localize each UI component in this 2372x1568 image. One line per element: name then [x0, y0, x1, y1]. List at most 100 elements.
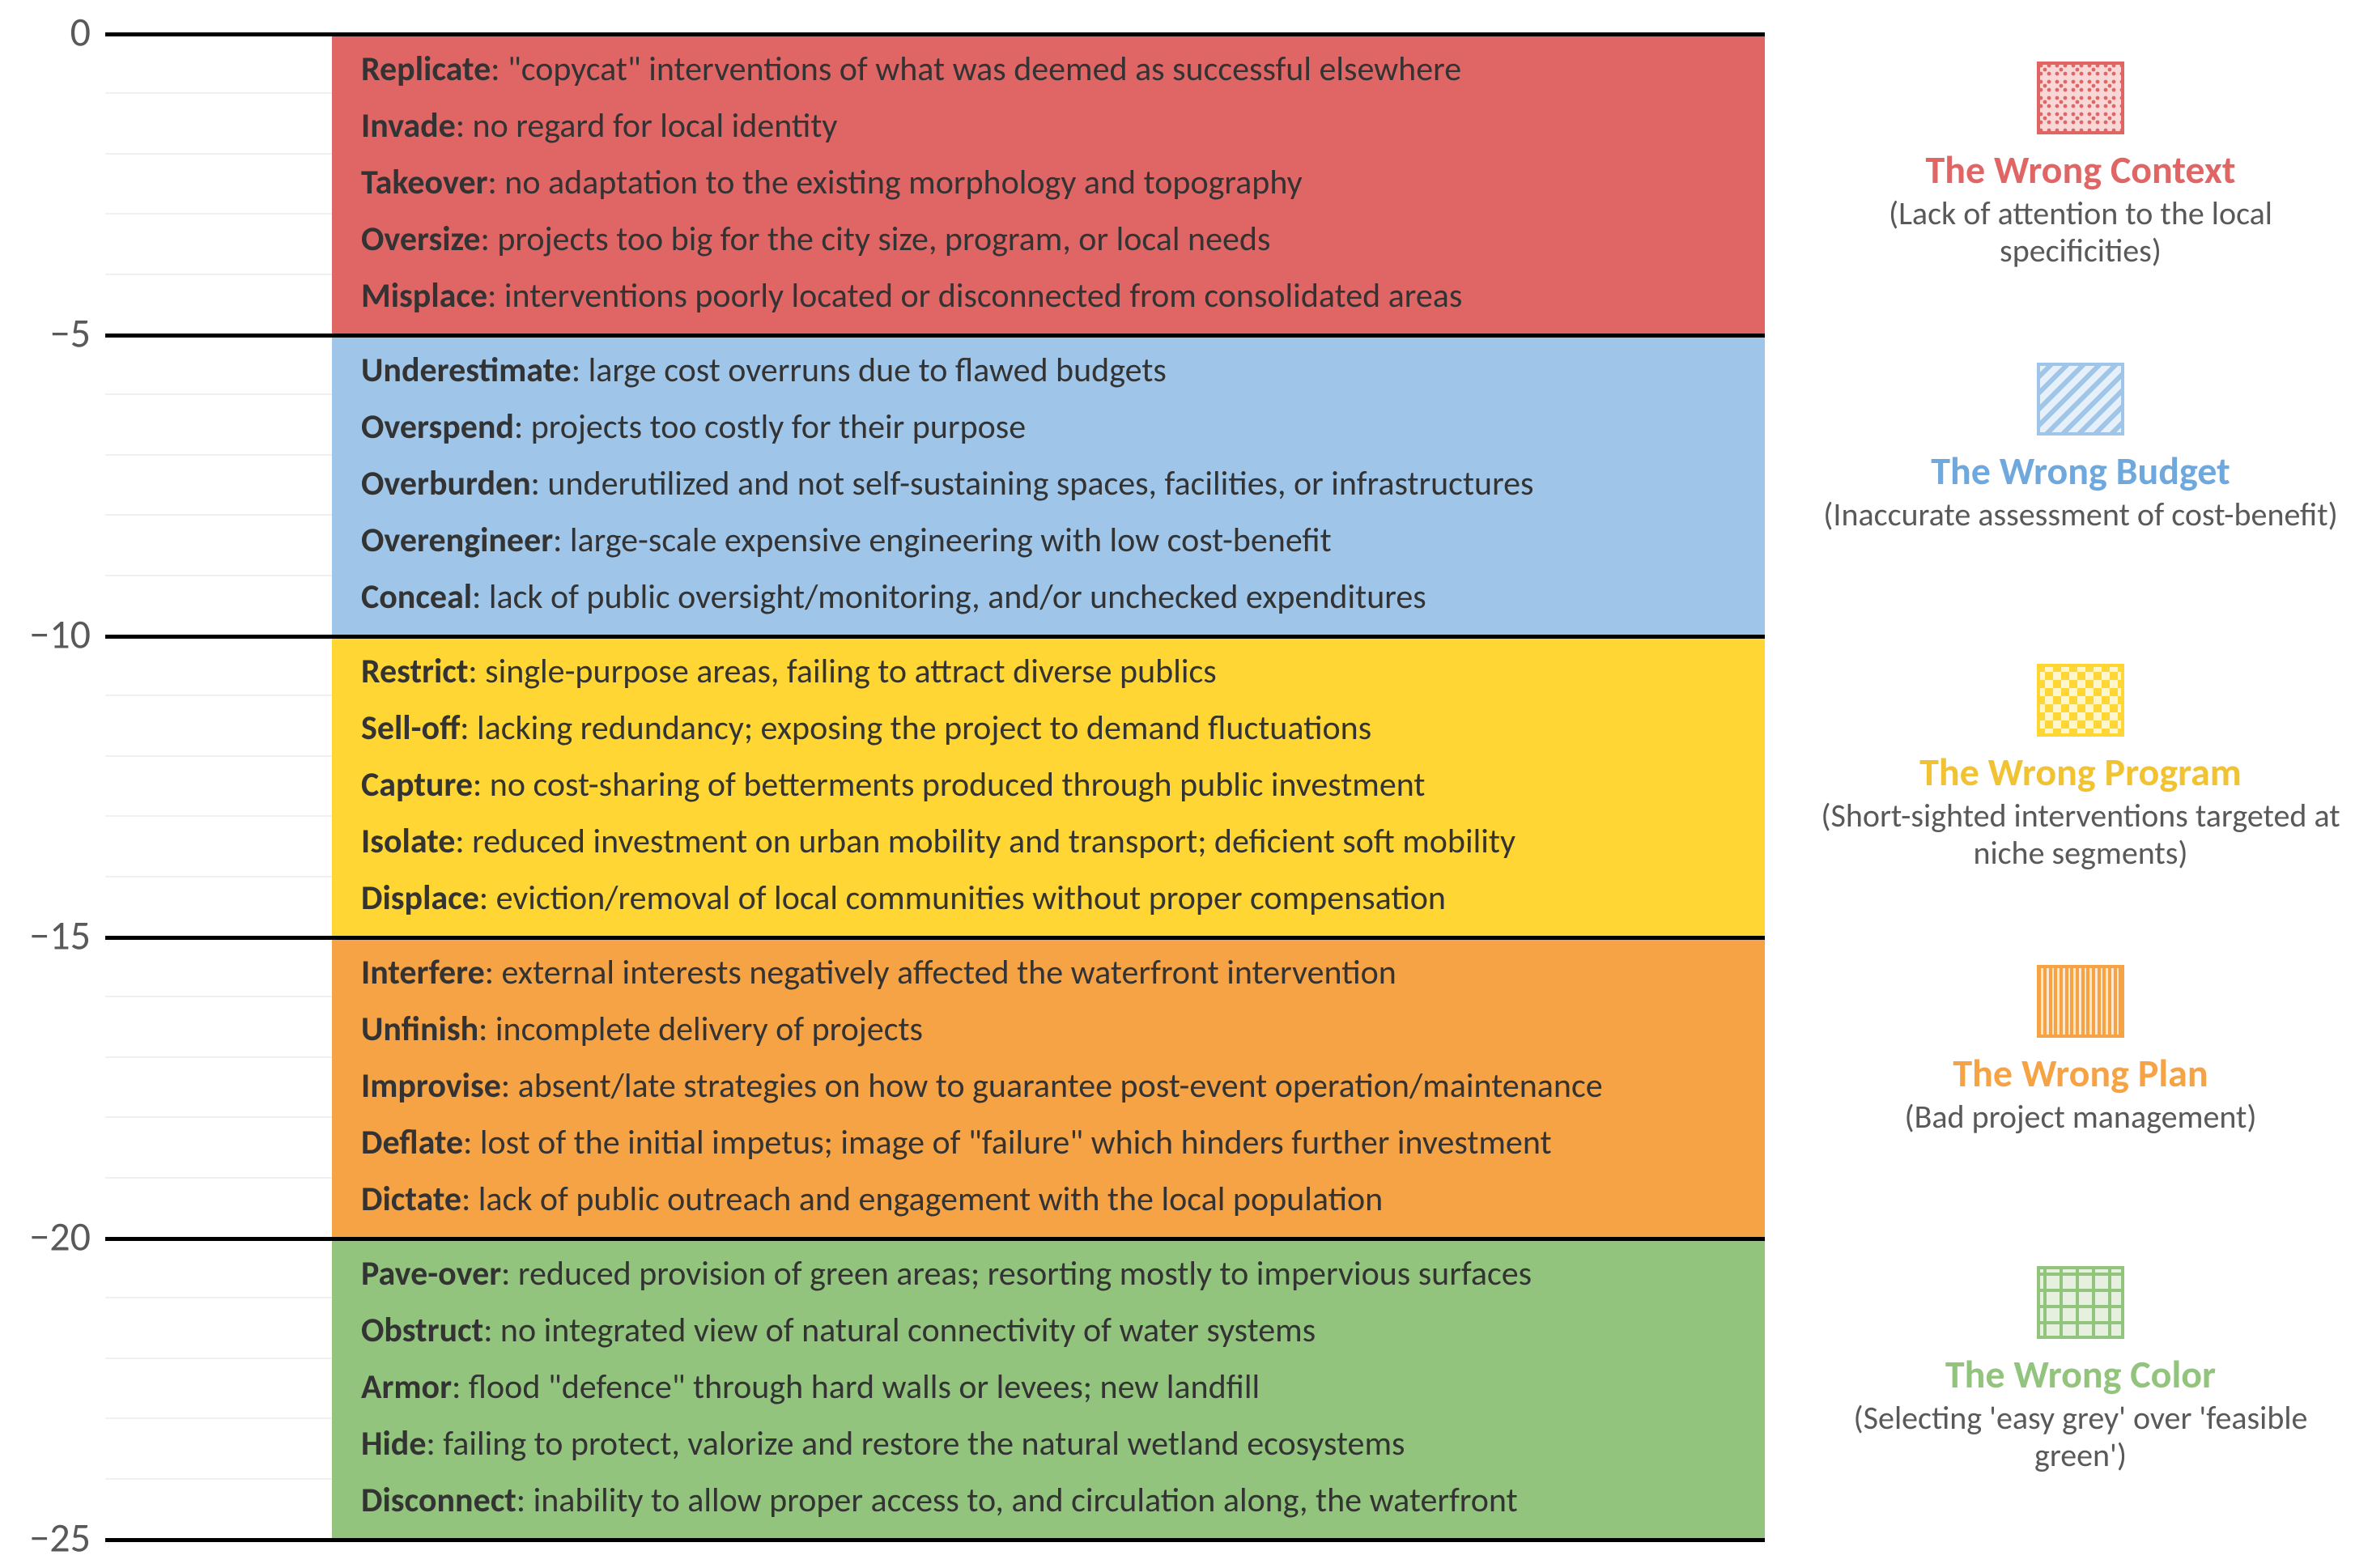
band-item-separator: : [487, 275, 504, 317]
legend-entry-budget: The Wrong Budget(Inaccurate assessment o… [1805, 363, 2356, 533]
band-item-separator: : [463, 1122, 480, 1163]
band-item-term: Misplace [361, 275, 487, 317]
legend-title: The Wrong Context [1925, 149, 2235, 192]
band-item-term: Capture [361, 764, 473, 805]
band-item-separator: : [572, 350, 589, 391]
axis-tick-label: −5 [50, 309, 105, 359]
band-item-separator: : [472, 576, 489, 618]
legend-entry-context: The Wrong Context(Lack of attention to t… [1805, 62, 2356, 270]
legend-swatch-icon [2037, 62, 2124, 134]
legend-swatch-icon [2037, 664, 2124, 737]
band-item-separator: : [452, 1366, 469, 1408]
band-item-separator: : [553, 520, 570, 561]
band-program: Restrict: single-purpose areas, failing … [332, 635, 1765, 936]
band-item-term: Conceal [361, 576, 472, 618]
band-item-desc: no cost-sharing of betterments produced … [490, 764, 1426, 805]
band-item-desc: single-purpose areas, failing to attract… [485, 651, 1217, 692]
band-item: Pave-over: reduced provision of green ar… [361, 1255, 1750, 1294]
band-item: Oversize: projects too big for the city … [361, 220, 1750, 259]
band-color: Pave-over: reduced provision of green ar… [332, 1237, 1765, 1538]
band-content: Underestimate: large cost overruns due t… [332, 334, 1765, 635]
band-item-term: Sell-off [361, 708, 460, 749]
band-item-separator: : [456, 105, 473, 147]
band-item-separator: : [491, 49, 508, 90]
band-item-term: Invade [361, 105, 456, 147]
band-item-desc: reduced investment on urban mobility and… [472, 821, 1515, 862]
band-item-term: Interfere [361, 952, 485, 993]
band-item-term: Overspend [361, 406, 514, 448]
legend-title: The Wrong Budget [1931, 450, 2230, 493]
band-item-term: Pave-over [361, 1253, 501, 1294]
legend-title: The Wrong Program [1919, 751, 2242, 794]
major-tick-line [105, 1237, 1765, 1241]
band-item-separator: : [531, 463, 548, 504]
band-item-separator: : [501, 1253, 518, 1294]
band-item-desc: projects too big for the city size, prog… [497, 219, 1270, 260]
band-content: Replicate: "copycat" interventions of wh… [332, 32, 1765, 334]
band-item-separator: : [427, 1423, 444, 1464]
band-item-desc: inability to allow proper access to, and… [533, 1480, 1518, 1521]
band-item-term: Unfinish [361, 1009, 478, 1050]
band-item-term: Overengineer [361, 520, 553, 561]
band-item-term: Deflate [361, 1122, 463, 1163]
band-item-desc: failing to protect, valorize and restore… [443, 1423, 1405, 1464]
band-item-desc: projects too costly for their purpose [531, 406, 1026, 448]
legend-subtitle: (Bad project management) [1904, 1098, 2256, 1136]
band-item-separator: : [479, 877, 496, 919]
band-item: Underestimate: large cost overruns due t… [361, 351, 1750, 390]
band-item-desc: lost of the initial impetus; image of "f… [480, 1122, 1552, 1163]
band-item-term: Oversize [361, 219, 481, 260]
axis-tick-label: −20 [29, 1213, 105, 1262]
band-item: Disconnect: inability to allow proper ac… [361, 1481, 1750, 1520]
legend-subtitle: (Lack of attention to the local specific… [1805, 195, 2356, 270]
band-item: Overburden: underutilized and not self-s… [361, 465, 1750, 504]
band-item-term: Takeover [361, 162, 488, 203]
legend-swatch-icon [2037, 363, 2124, 436]
band-item-separator: : [488, 162, 505, 203]
major-tick-line [105, 635, 1765, 639]
band-item-desc: interventions poorly located or disconne… [504, 275, 1463, 317]
legend-subtitle: (Inaccurate assessment of cost-benefit) [1823, 496, 2337, 533]
legend-title: The Wrong Plan [1953, 1052, 2208, 1095]
legend-column: The Wrong Context(Lack of attention to t… [1805, 32, 2356, 1538]
band-item-term: Hide [361, 1423, 427, 1464]
band-item: Misplace: interventions poorly located o… [361, 277, 1750, 316]
legend-entry-plan: The Wrong Plan(Bad project management) [1805, 965, 2356, 1136]
band-item-desc: lack of public oversight/monitoring, and… [489, 576, 1426, 618]
band-item-term: Isolate [361, 821, 455, 862]
band-item-term: Restrict [361, 651, 468, 692]
band-item-separator: : [501, 1065, 518, 1107]
band-item-desc: incomplete delivery of projects [495, 1009, 923, 1050]
band-content: Interfere: external interests negatively… [332, 936, 1765, 1237]
band-item-desc: underutilized and not self-sustaining sp… [547, 463, 1533, 504]
band-item: Armor: flood "defence" through hard wall… [361, 1368, 1750, 1407]
band-item-separator: : [473, 764, 490, 805]
band-content: Restrict: single-purpose areas, failing … [332, 635, 1765, 936]
axis-tick-label: −15 [29, 911, 105, 961]
band-item-desc: lack of public outreach and engagement w… [478, 1179, 1383, 1220]
band-item: Replicate: "copycat" interventions of wh… [361, 50, 1750, 89]
band-item-separator: : [485, 952, 502, 993]
band-item: Dictate: lack of public outreach and eng… [361, 1180, 1750, 1219]
band-item-term: Underestimate [361, 350, 572, 391]
band-item: Restrict: single-purpose areas, failing … [361, 652, 1750, 691]
band-item: Overspend: projects too costly for their… [361, 408, 1750, 447]
band-item-desc: "copycat" interventions of what was deem… [508, 49, 1461, 90]
band-item-desc: eviction/removal of local communities wi… [496, 877, 1446, 919]
band-item-desc: reduced provision of green areas; resort… [518, 1253, 1532, 1294]
band-item-separator: : [455, 821, 472, 862]
band-item: Conceal: lack of public oversight/monito… [361, 578, 1750, 617]
band-item-separator: : [514, 406, 531, 448]
band-item: Overengineer: large-scale expensive engi… [361, 521, 1750, 560]
band-item: Sell-off: lacking redundancy; exposing t… [361, 709, 1750, 748]
major-tick-line [105, 32, 1765, 36]
legend-entry-color: The Wrong Color(Selecting 'easy grey' ov… [1805, 1266, 2356, 1474]
band-item-separator: : [481, 219, 498, 260]
band-item-separator: : [460, 708, 477, 749]
band-budget: Underestimate: large cost overruns due t… [332, 334, 1765, 635]
band-item: Takeover: no adaptation to the existing … [361, 164, 1750, 202]
band-item: Hide: failing to protect, valorize and r… [361, 1425, 1750, 1464]
band-item-desc: large-scale expensive engineering with l… [570, 520, 1332, 561]
band-content: Pave-over: reduced provision of green ar… [332, 1237, 1765, 1538]
band-item: Interfere: external interests negatively… [361, 954, 1750, 992]
